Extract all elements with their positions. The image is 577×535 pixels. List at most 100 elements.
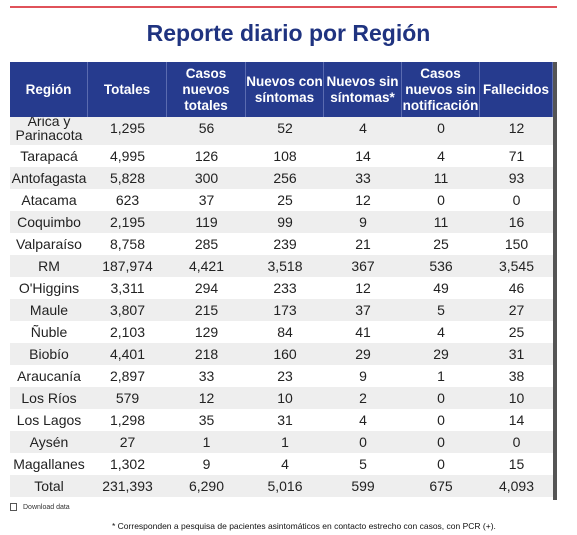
table-cell: 0 (437, 412, 445, 428)
table-row: Magallanes 1,302 9 4 5 0 15 (10, 453, 553, 475)
table-cell: 9 (359, 214, 367, 230)
table-cell: 37 (198, 192, 215, 208)
table-cell: 4,401 (109, 346, 146, 362)
table-cell: 27 (508, 302, 525, 318)
table-cell: 536 (429, 258, 453, 274)
table-cell: 1 (202, 434, 211, 450)
table-cell: 2,897 (109, 368, 146, 384)
table-cell: 10 (277, 390, 293, 406)
table-cell: 56 (198, 119, 215, 136)
table-row: Araucanía 2,897 33 23 9 1 38 (10, 365, 553, 387)
table-cell: 31 (277, 412, 293, 428)
table-cell: 0 (512, 192, 521, 208)
table-rows: Arica y Parinacota 1,295 56 52 4 0 12 Tarapacá 4… (10, 117, 553, 497)
table-cell: 599 (351, 478, 375, 494)
table-cell: 4 (281, 456, 289, 472)
column-header: Nuevos sin síntomas* (324, 62, 402, 117)
table-cell: Atacama (21, 192, 77, 208)
table-cell: 4 (437, 324, 445, 340)
table-cell: 11 (433, 170, 449, 186)
table-cell: 2,195 (109, 214, 146, 230)
table-cell: 52 (277, 119, 293, 136)
table-cell: 14 (508, 412, 525, 428)
table-cell: Coquimbo (17, 214, 81, 230)
table-cell: 33 (355, 170, 371, 186)
table-row: Antofagasta 5,828 300 256 33 11 93 (10, 167, 553, 189)
table-cell: 33 (198, 368, 215, 384)
table-cell: 31 (508, 346, 525, 362)
table-cell: Valparaíso (16, 236, 82, 252)
table-cell: 5 (437, 302, 445, 318)
table-cell: 0 (437, 192, 445, 208)
table-row: Atacama 623 37 25 12 0 0 (10, 189, 553, 211)
table-cell: 9 (359, 368, 367, 384)
table-cell: 25 (433, 236, 449, 252)
column-header: Totales (88, 62, 167, 117)
table-cell: 3,518 (267, 258, 303, 274)
table-cell: 41 (355, 324, 371, 340)
table-cell: 84 (277, 324, 293, 340)
table-cell: 25 (277, 192, 293, 208)
table-cell: 129 (194, 324, 219, 340)
table-cell: 0 (512, 434, 521, 450)
table-cell: 300 (194, 170, 219, 186)
table-cell: 5,016 (267, 478, 303, 494)
table-cell: O'Higgins (18, 280, 80, 296)
column-header: Casos nuevos sin notificación (402, 62, 480, 117)
table-cell: 27 (119, 434, 136, 450)
table-cell: 231,393 (102, 478, 153, 494)
table-cell: 12 (355, 192, 371, 208)
download-text[interactable]: Download data (23, 503, 70, 511)
table-cell: Araucanía (17, 368, 81, 384)
table-cell: 38 (508, 368, 525, 384)
table-cell: 3,807 (109, 302, 146, 318)
table-cell: Total (34, 478, 64, 494)
table-cell: 119 (195, 214, 218, 230)
column-header: Región (10, 62, 88, 117)
table-cell: 23 (277, 368, 293, 384)
table-row: Coquimbo 2,195 119 99 9 11 16 (10, 211, 553, 233)
table-cell: 5 (359, 456, 367, 472)
table-cell: 675 (429, 478, 453, 494)
table-cell: 1,302 (109, 456, 146, 472)
scrollbar[interactable] (553, 62, 557, 500)
table-cell: 4,093 (498, 478, 535, 494)
table-cell: Biobío (29, 346, 69, 362)
table-cell: 29 (355, 346, 371, 362)
table-cell: 0 (437, 434, 445, 450)
table-cell: 0 (359, 434, 367, 450)
table-cell: 15 (508, 456, 525, 472)
top-rule (10, 6, 557, 8)
table-cell: 108 (273, 148, 297, 164)
table-cell: 579 (115, 390, 140, 406)
table-cell: 9 (202, 456, 211, 472)
table-cell: 0 (437, 119, 445, 136)
table-cell: Arica y Parinacota (15, 117, 83, 143)
table-row: Maule 3,807 215 173 37 5 27 (10, 299, 553, 321)
table-row: RM 187,974 4,421 3,518 367 536 3,545 (10, 255, 553, 277)
table-cell: 29 (433, 346, 449, 362)
table-cell: Antofagasta (11, 170, 87, 186)
column-header: Nuevos con síntomas (246, 62, 324, 117)
table-cell: 1,298 (109, 412, 146, 428)
table-row: O'Higgins 3,311 294 233 12 49 46 (10, 277, 553, 299)
table-cell: Magallanes (13, 456, 85, 472)
table-cell: 126 (194, 148, 219, 164)
table-cell: Tarapacá (20, 148, 78, 164)
table-cell: RM (38, 258, 60, 274)
table-cell: 8,758 (109, 236, 146, 252)
table-cell: 4,995 (109, 148, 146, 164)
download-link[interactable]: Download data (10, 503, 70, 511)
table-cell: 285 (194, 236, 219, 252)
table-cell: 11 (433, 214, 449, 230)
table-row: Aysén 27 1 1 0 0 0 (10, 431, 553, 453)
table-cell: 3,311 (110, 280, 145, 296)
footnote: * Corresponden a pesquisa de pacientes a… (112, 521, 496, 531)
table-cell: 35 (198, 412, 215, 428)
table-header: Región Totales Casos nuevos totales Nuevos … (10, 62, 553, 117)
table-cell: 1 (437, 368, 445, 384)
title: Reporte diario por Región (146, 20, 431, 46)
table-row: Los Ríos 579 12 10 2 0 10 (10, 387, 553, 409)
column-header: Fallecidos (480, 62, 553, 117)
